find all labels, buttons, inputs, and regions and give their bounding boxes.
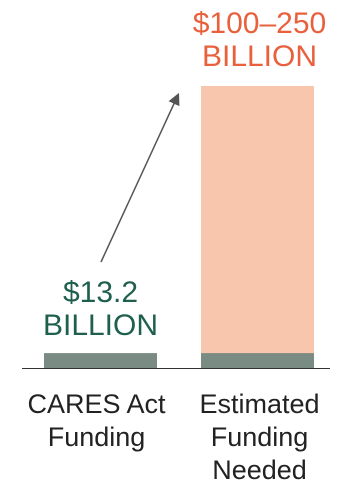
value-label-0-line-1: BILLION <box>43 309 158 342</box>
category-label-0-line-1: Funding <box>48 422 146 452</box>
bar-cares-act-funding <box>44 353 157 368</box>
range-bar-estimated-needed <box>201 86 314 368</box>
value-label-0-line-0: $13.2 <box>63 276 138 309</box>
bar-estimated-needed-base <box>201 353 314 368</box>
value-label-1-line-1: BILLION <box>202 40 317 73</box>
growth-arrow <box>100 92 180 263</box>
category-label-1-line-2: Needed <box>212 455 307 483</box>
category-label-1-line-1: Funding <box>211 422 309 452</box>
category-label-0-line-0: CARES Act <box>27 389 166 419</box>
value-label-1-line-0: $100–250 <box>193 7 326 40</box>
category-label-1-line-0: Estimated <box>199 389 319 419</box>
